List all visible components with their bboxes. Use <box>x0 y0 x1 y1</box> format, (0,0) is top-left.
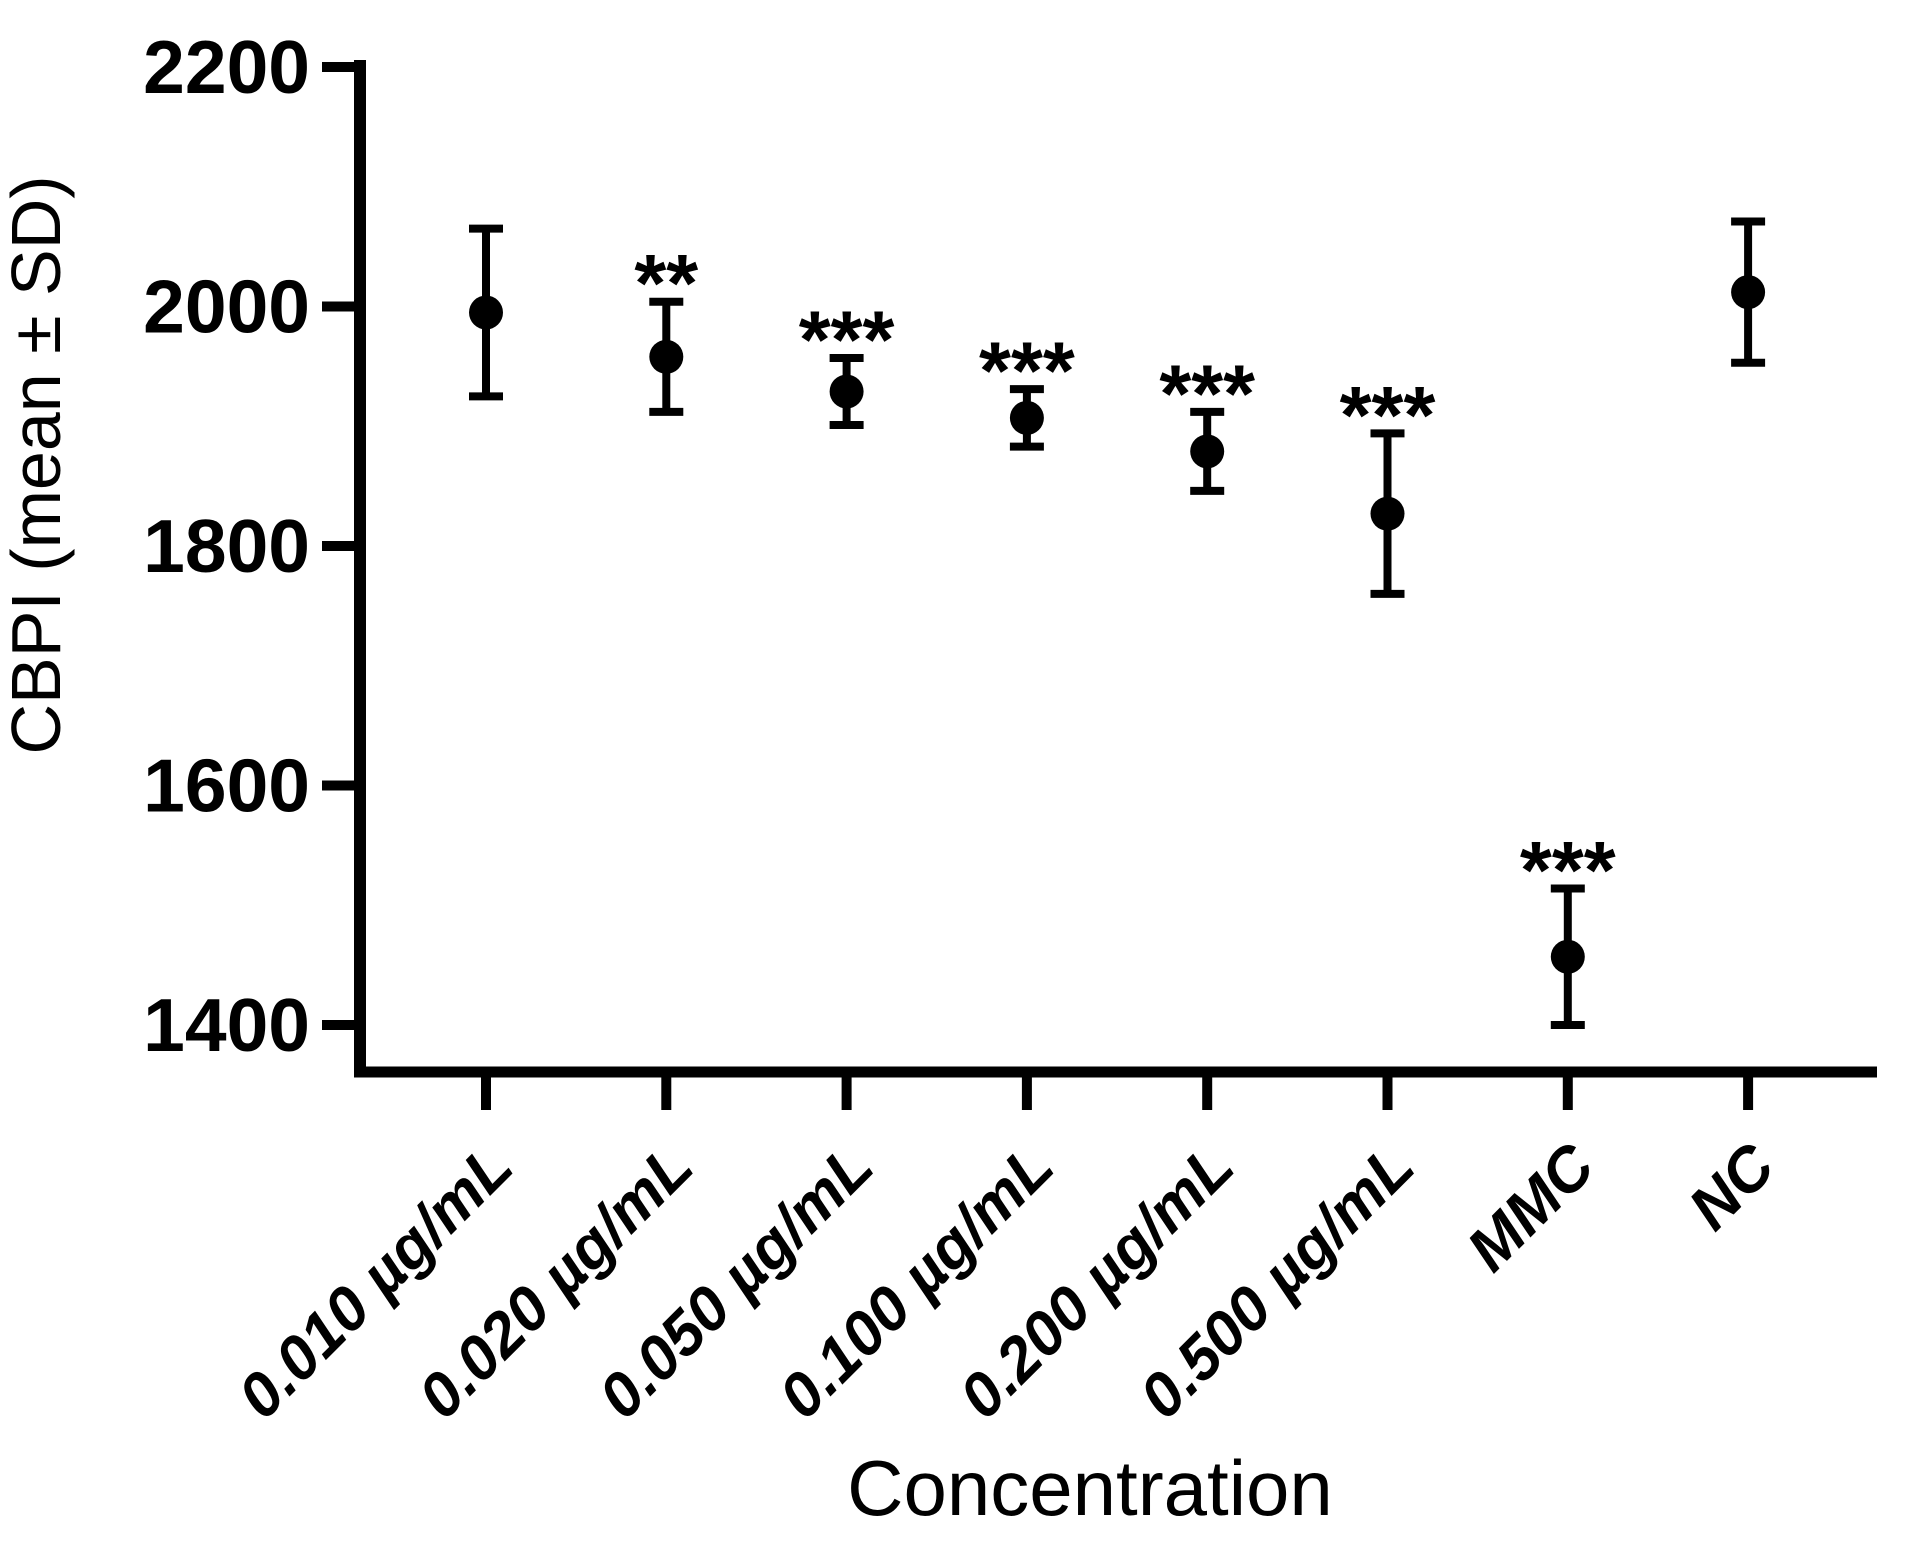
y-tick-label: 2200 <box>143 25 310 109</box>
errorbar-point-7 <box>1731 217 1766 367</box>
x-tick-label: MMC <box>1454 1130 1608 1284</box>
x-axis-ticks: 0.010 µg/mL0.020 µg/mL0.050 µg/mL0.100 µ… <box>225 1077 1789 1432</box>
x-tick-label: NC <box>1676 1130 1789 1243</box>
errorbar-point-6: *** <box>1520 825 1616 1029</box>
y-axis-title: CBPI (mean ± SD) <box>0 175 75 754</box>
y-tick-label: 1800 <box>143 504 310 588</box>
x-axis-title: Concentration <box>847 1444 1333 1532</box>
y-tick-label: 1600 <box>143 744 310 828</box>
mean-marker <box>829 374 864 409</box>
significance-stars: *** <box>1340 370 1436 461</box>
mean-marker <box>1009 400 1044 435</box>
data-points: ***** *** *** ****** <box>469 217 1766 1029</box>
y-tick-label: 2000 <box>143 265 310 349</box>
mean-marker <box>1370 496 1405 531</box>
errorbar-point-1: ** <box>634 239 698 416</box>
mean-marker <box>1731 275 1766 310</box>
mean-marker <box>1550 939 1585 974</box>
mean-marker <box>649 339 684 374</box>
significance-stars: *** <box>979 326 1075 417</box>
errorbar-point-0 <box>469 224 503 401</box>
errorbar-point-4: *** <box>1159 349 1255 495</box>
errorbar-point-5: *** <box>1340 370 1436 598</box>
mean-marker <box>1190 434 1225 469</box>
significance-stars: *** <box>1159 349 1255 440</box>
y-axis-ticks: 1400 1600 1800 2000 2200 <box>143 25 360 1067</box>
errorbar-point-2: *** <box>799 295 895 430</box>
errorbar-point-3: *** <box>979 326 1075 451</box>
significance-stars: *** <box>1520 825 1616 916</box>
significance-stars: ** <box>634 239 698 330</box>
significance-stars: *** <box>799 295 895 386</box>
y-tick-label: 1400 <box>143 983 310 1067</box>
mean-marker <box>469 295 503 330</box>
